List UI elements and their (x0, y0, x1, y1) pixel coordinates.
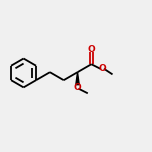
Text: O: O (74, 83, 81, 92)
Text: O: O (88, 45, 95, 54)
Text: O: O (99, 64, 107, 73)
Polygon shape (76, 72, 79, 85)
